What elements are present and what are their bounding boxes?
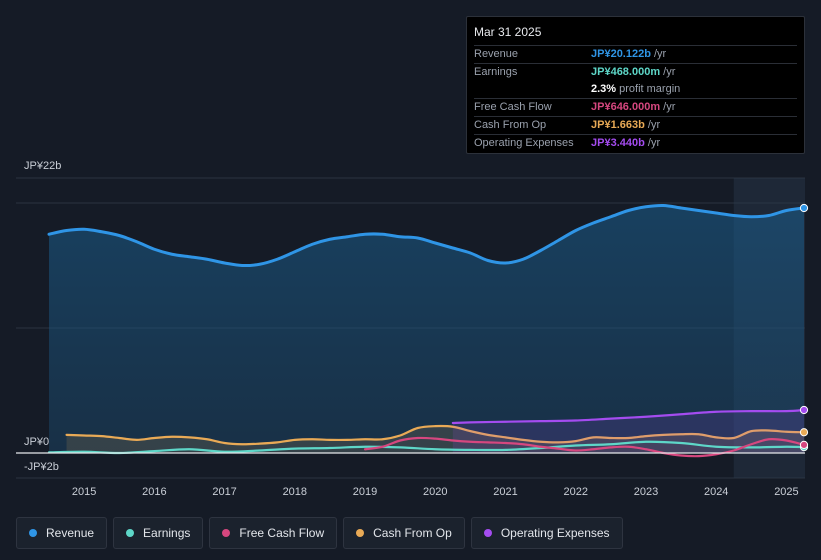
tooltip-unit: /yr xyxy=(644,119,661,131)
free-cash-flow-endpoint xyxy=(799,440,809,449)
legend-dot-icon xyxy=(222,529,231,537)
tooltip-label: Revenue xyxy=(474,48,519,60)
legend-dot-icon xyxy=(29,529,37,537)
legend-dot-icon xyxy=(483,529,492,537)
legend-label: Free Cash Flow xyxy=(239,526,325,540)
tooltip-date: Mar 31 2025 xyxy=(474,25,542,39)
legend-label: Earnings xyxy=(143,526,191,540)
legend-dot-icon xyxy=(356,529,365,537)
x-tick-label: 2022 xyxy=(564,486,588,498)
legend-label: Operating Expenses xyxy=(500,526,610,540)
x-tick-label: 2023 xyxy=(634,486,658,498)
cash-from-op-endpoint xyxy=(799,428,809,437)
x-tick-label: 2018 xyxy=(283,486,307,498)
series-layer xyxy=(47,203,806,458)
legend: Revenue Earnings Free Cash Flow Cash Fro… xyxy=(16,517,629,549)
x-tick-label: 2021 xyxy=(493,486,517,498)
tooltip-row-revenue: Revenue JP¥20.122b /yr xyxy=(474,45,797,63)
operating-expenses-area xyxy=(452,410,804,453)
free-cash-flow-line xyxy=(363,436,806,458)
cash-from-op-line xyxy=(65,424,806,446)
financials-chart: JP¥22b JP¥0 -JP¥2b 2015 2016 2017 2018 2019 202… xyxy=(16,160,809,498)
tooltip-value: 2.3% xyxy=(591,83,617,95)
y-tick-label: -JP¥2b xyxy=(24,461,59,473)
legend-free-cash-flow[interactable]: Free Cash Flow xyxy=(209,517,338,549)
tooltip-unit: /yr xyxy=(660,101,676,113)
tooltip-row-opex: Operating Expenses JP¥3.440b /yr xyxy=(474,134,797,152)
x-tick-label: 2025 xyxy=(774,486,798,498)
tooltip-value: JP¥3.440b xyxy=(591,137,645,149)
tooltip-value: JP¥646.000m xyxy=(591,101,661,113)
tooltip-unit: profit margin xyxy=(616,83,681,95)
tooltip-unit: /yr xyxy=(650,48,667,60)
x-tick-label: 2019 xyxy=(353,486,377,498)
tooltip-label: Free Cash Flow xyxy=(474,101,552,113)
x-tick-label: 2015 xyxy=(72,486,96,498)
y-tick-label: JP¥22b xyxy=(24,160,61,172)
y-tick-label: JP¥0 xyxy=(24,436,49,448)
x-axis-labels: 2015 2016 2017 2018 2019 2020 2021 2022 2023 2024… xyxy=(72,486,799,498)
revenue-endpoint xyxy=(799,203,809,213)
tooltip-value: JP¥20.122b xyxy=(591,48,651,60)
tooltip-label: Operating Expenses xyxy=(474,137,574,149)
legend-revenue[interactable]: Revenue xyxy=(16,517,108,549)
tooltip-label: Earnings xyxy=(474,66,518,78)
legend-label: Revenue xyxy=(46,526,95,540)
x-tick-label: 2016 xyxy=(142,486,166,498)
x-tick-label: 2020 xyxy=(423,486,447,498)
legend-operating-expenses[interactable]: Operating Expenses xyxy=(470,517,623,549)
operating-expenses-line xyxy=(451,408,806,425)
operating-expenses-endpoint xyxy=(799,405,809,415)
tooltip-row-earnings: Earnings JP¥468.000m /yr xyxy=(474,63,797,81)
legend-cash-from-op[interactable]: Cash From Op xyxy=(343,517,465,549)
x-tick-label: 2024 xyxy=(704,486,728,498)
tooltip-unit: /yr xyxy=(660,66,676,78)
tooltip-label xyxy=(474,81,591,98)
legend-dot-icon xyxy=(126,529,135,537)
tooltip-unit: /yr xyxy=(644,137,661,149)
tooltip-label: Cash From Op xyxy=(474,119,547,131)
tooltip: Mar 31 2025 Revenue JP¥20.122b /yr Earni… xyxy=(466,16,805,154)
tooltip-row-fcf: Free Cash Flow JP¥646.000m /yr xyxy=(474,98,797,116)
tooltip-row-margin: 2.3% profit margin xyxy=(474,81,797,98)
tooltip-value: JP¥1.663b xyxy=(591,119,645,131)
tooltip-value: JP¥468.000m xyxy=(591,66,661,78)
legend-earnings[interactable]: Earnings xyxy=(113,517,204,549)
revenue-area xyxy=(49,205,804,453)
series-endpoints xyxy=(799,203,809,452)
x-tick-label: 2017 xyxy=(212,486,236,498)
earnings-line xyxy=(47,440,806,455)
revenue-line xyxy=(47,203,806,268)
y-axis-labels: JP¥22b JP¥0 -JP¥2b xyxy=(24,160,61,473)
tooltip-row-cfo: Cash From Op JP¥1.663b /yr xyxy=(474,116,797,134)
legend-label: Cash From Op xyxy=(373,526,452,540)
